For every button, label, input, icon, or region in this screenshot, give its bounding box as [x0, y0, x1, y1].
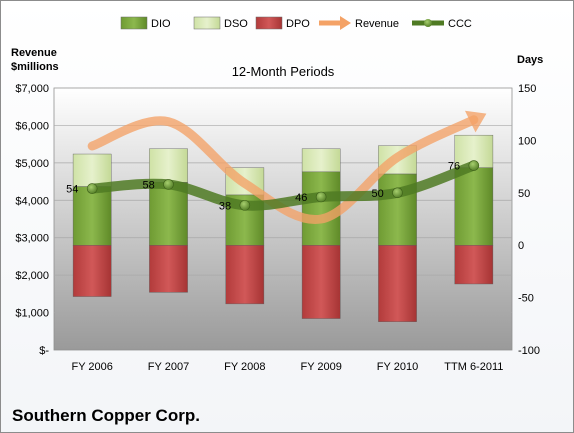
left-axis-label-line1: Revenue: [11, 47, 57, 59]
right-tick-label: 100: [518, 135, 536, 147]
gridlines: [54, 87, 512, 313]
ccc-point: [163, 179, 174, 190]
bar-dpo: [378, 244, 417, 322]
bar-dso: [454, 134, 494, 168]
bar-dpo: [149, 244, 188, 293]
category-label: FY 2007: [148, 361, 189, 373]
legend-label: DPO: [286, 18, 310, 30]
left-tick-label: $-: [39, 345, 49, 357]
bar-dio: [72, 186, 112, 246]
ccc-data-label: 54: [66, 184, 78, 196]
left-tick-label: $1,000: [15, 308, 49, 320]
revenue-line: [87, 115, 479, 224]
chart-title: Southern Copper Corp.: [12, 406, 200, 425]
right-tick-label: -100: [518, 345, 540, 357]
ccc-data-label: 50: [372, 188, 384, 200]
bar-dso: [301, 148, 341, 173]
bar-dso: [72, 153, 112, 187]
category-label: FY 2008: [224, 361, 265, 373]
legend-swatch-dpo: [255, 16, 283, 30]
ccc-layer: 54 58 38 46 50 76: [66, 160, 480, 212]
revenue-arrowhead: [464, 110, 487, 133]
right-tick-label: 0: [518, 240, 524, 252]
bar-dio: [149, 182, 188, 246]
category-label: TTM 6-2011: [444, 361, 503, 373]
category-label: FY 2009: [300, 361, 341, 373]
ccc-point: [468, 160, 480, 171]
left-tick-label: $4,000: [15, 195, 49, 207]
bar-dpo: [301, 244, 341, 319]
bar-layer: [72, 134, 494, 322]
legend-label: Revenue: [355, 18, 399, 30]
legend-swatch-dio: [120, 16, 148, 30]
legend-label: DIO: [151, 18, 171, 30]
left-tick-label: $7,000: [15, 83, 49, 95]
legend: DIO DSO DPO Revenue CCC: [120, 16, 472, 30]
bar-dpo: [72, 244, 112, 297]
legend-swatch-dso: [193, 16, 221, 30]
left-tick-label: $6,000: [15, 120, 49, 132]
left-tick-label: $2,000: [15, 270, 49, 282]
bar-dso: [149, 148, 188, 183]
category-label: FY 2010: [377, 361, 418, 373]
right-axis-label: Days: [517, 54, 543, 66]
ccc-point: [239, 200, 251, 211]
axis-layer: $- $1,000 $2,000 $3,000 $4,000 $5,000 $6,000 $7…: [15, 83, 540, 373]
ccc-data-label: 58: [143, 179, 155, 191]
legend-label: CCC: [448, 18, 472, 30]
ccc-data-label: 76: [448, 161, 460, 173]
ccc-point: [86, 183, 98, 194]
bar-dpo: [454, 244, 494, 285]
right-tick-label: -50: [518, 293, 534, 305]
bar-dio: [301, 171, 341, 246]
right-tick-label: 50: [518, 188, 530, 200]
ccc-data-label: 38: [219, 200, 231, 212]
legend-label: DSO: [224, 18, 248, 30]
ccc-data-label: 46: [295, 192, 307, 204]
right-tick-label: 150: [518, 83, 536, 95]
left-axis-label-line2: $millions: [11, 61, 59, 73]
category-label: FY 2006: [71, 361, 112, 373]
subtitle: 12-Month Periods: [232, 64, 335, 79]
left-tick-label: $5,000: [15, 158, 49, 170]
legend-swatch-ccc-dot: [424, 19, 432, 27]
ccc-point: [315, 191, 327, 203]
ccc-point: [392, 187, 403, 199]
revenue-layer: [87, 110, 487, 224]
bar-dio: [454, 167, 494, 246]
left-tick-label: $3,000: [15, 233, 49, 245]
legend-swatch-revenue-head: [340, 16, 351, 30]
bar-dpo: [225, 244, 265, 305]
